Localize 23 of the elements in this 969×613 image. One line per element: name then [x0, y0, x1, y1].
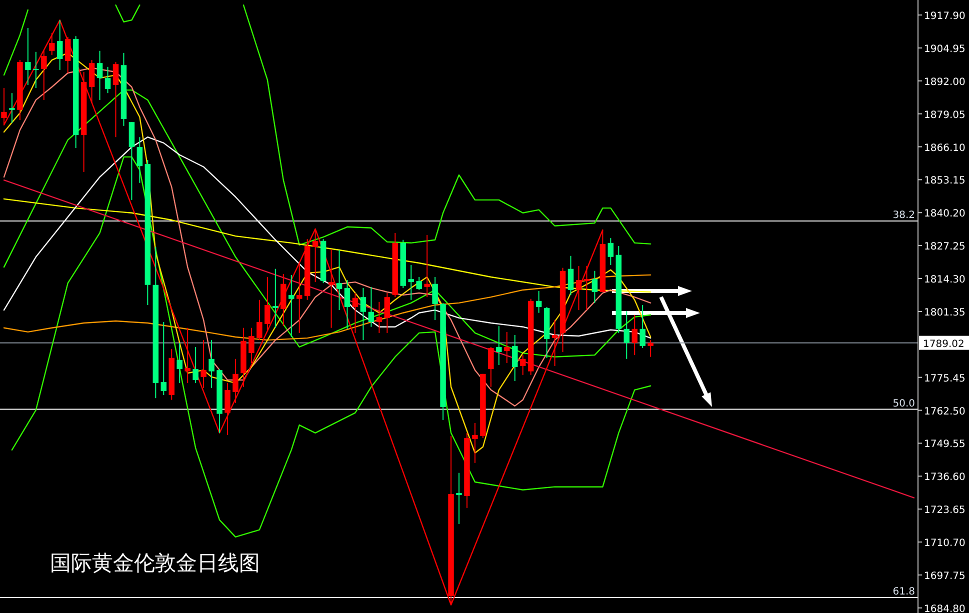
annotation: 38.2	[892, 210, 915, 222]
y-tick-label: 1736.60	[924, 472, 966, 484]
annotation: 61.8	[892, 586, 915, 598]
y-tick-label: 1879.05	[924, 110, 966, 121]
y-tick-label: 1775.45	[924, 373, 966, 384]
y-tick-label: 1762.50	[924, 406, 966, 418]
y-tick-label: 1814.30	[924, 274, 966, 286]
y-tick-label: 1892.00	[924, 76, 966, 88]
y-tick-label: 1801.35	[924, 307, 966, 318]
y-tick-label: 1917.90	[924, 11, 966, 22]
y-tick-label: 1710.70	[924, 538, 966, 550]
y-tick-label: 1749.55	[924, 439, 966, 450]
y-tick-label: 1723.65	[924, 505, 966, 516]
ref-line-label: 1789.02	[923, 338, 964, 350]
y-tick-label: 1684.80	[924, 604, 966, 613]
y-tick-label: 1840.20	[924, 208, 966, 220]
title: 国际黄金伦敦金日线图	[50, 551, 260, 575]
y-tick-label: 1827.25	[924, 242, 966, 253]
annotation: 50.0	[892, 398, 915, 410]
y-tick-label: 1904.95	[924, 44, 966, 55]
y-tick-label: 1866.10	[924, 142, 966, 154]
y-tick-label: 1853.15	[924, 176, 966, 187]
y-tick-label: 1697.75	[924, 570, 966, 582]
